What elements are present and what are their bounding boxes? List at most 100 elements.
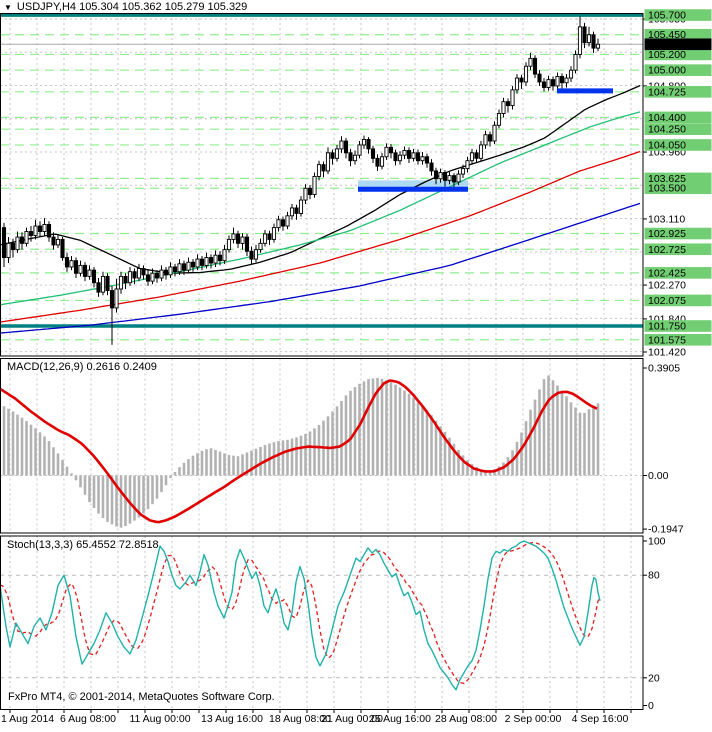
stoch-scale-label: 0 — [648, 700, 654, 712]
candle-body — [15, 236, 20, 251]
stoch-scale-label: 80 — [648, 570, 660, 582]
green-level-label-bg — [644, 294, 712, 307]
green-level-label-bg — [644, 267, 712, 279]
candle-body — [159, 269, 164, 279]
candle-body — [501, 101, 506, 114]
green-level-label-bg — [644, 227, 712, 240]
candle-body — [222, 249, 227, 262]
candle-body — [118, 275, 124, 290]
candle-body — [510, 89, 515, 107]
candle-body — [325, 152, 331, 172]
candle-body — [249, 250, 254, 260]
green-level-label: 103.500 — [648, 183, 686, 195]
candle-body — [226, 238, 232, 251]
candle-body — [172, 266, 178, 273]
macd-scale-label: 0.00 — [648, 470, 669, 482]
candle-body — [213, 254, 218, 264]
candle-body — [51, 236, 56, 246]
candle-body — [298, 199, 304, 214]
green-level-label-bg — [644, 139, 712, 151]
green-level-label-bg — [644, 320, 712, 332]
macd-plot[interactable] — [0, 375, 643, 528]
candle-body — [582, 26, 587, 44]
candle-body — [456, 173, 461, 183]
green-level-label: 102.425 — [648, 267, 686, 279]
candle-body — [415, 152, 421, 162]
green-level-label: 101.750 — [648, 321, 686, 333]
candle-body — [37, 225, 43, 232]
macd-indicator-label: MACD(12,26,9) 0.2616 0.2409 — [7, 361, 157, 373]
candle-body — [154, 272, 160, 279]
price-scale[interactable]: 105.650104.800103.960103.110102.270101.8… — [643, 9, 712, 712]
green-level-label: 105.450 — [648, 29, 686, 41]
green-level-label: 104.725 — [648, 86, 686, 98]
candle-body — [348, 152, 353, 162]
x-axis-label: 18 Aug 08:00 — [269, 713, 331, 725]
candle-body — [573, 53, 578, 71]
candle-body — [231, 233, 236, 240]
candle-body — [190, 261, 196, 268]
candle-body — [451, 175, 457, 183]
time-scale[interactable]: 1 Aug 2014 6 Aug 08:00 11 Aug 00:00 13 Aug … — [1, 713, 628, 725]
candle-body — [541, 81, 547, 88]
stoch-scale-label: 100 — [648, 536, 666, 548]
candle-body — [568, 69, 574, 79]
candle-body — [262, 233, 268, 244]
candle-body — [537, 73, 542, 83]
candle-body — [177, 263, 182, 273]
green-level-label: 102.925 — [648, 228, 686, 240]
green-level-label-bg — [644, 86, 712, 98]
green-level-label: 102.075 — [648, 295, 686, 307]
candle-body — [492, 124, 497, 142]
candle-body — [271, 227, 277, 240]
candle-body — [82, 264, 88, 277]
ma-red — [0, 150, 641, 323]
candle-body — [46, 224, 52, 238]
candle-body — [195, 258, 200, 268]
macd-signal-line — [0, 379, 598, 524]
candle-body — [546, 79, 551, 88]
candle-body — [109, 290, 115, 309]
chart-dropdown-icon[interactable]: ▼ — [4, 2, 12, 12]
candle-body — [204, 257, 209, 266]
candle-body — [564, 77, 569, 84]
candle-body — [87, 269, 92, 277]
candle-body — [528, 57, 533, 67]
support-zone[interactable] — [358, 180, 468, 188]
stoch-plot[interactable] — [0, 540, 643, 691]
candle-body — [330, 152, 335, 159]
green-level-label: 104.050 — [648, 139, 686, 151]
candle-body — [595, 43, 601, 49]
candle-body — [478, 144, 484, 159]
stoch-k-line — [0, 540, 601, 691]
candle-body — [555, 76, 560, 87]
green-level-label: 102.725 — [648, 244, 686, 256]
green-level-label: 104.400 — [648, 112, 686, 124]
candle-body — [420, 156, 425, 162]
chart-title: USDJPY,H4 105.304 105.362 105.279 105.32… — [16, 1, 248, 13]
x-axis-label: 28 Aug 08:00 — [435, 713, 497, 725]
candle-body — [78, 264, 83, 274]
green-level-label-bg — [644, 9, 712, 21]
candle-body — [24, 231, 29, 244]
candle-body — [244, 236, 250, 252]
candle-body — [28, 231, 34, 236]
candle-body — [276, 219, 281, 229]
candle-body — [474, 152, 479, 159]
candle-body — [514, 77, 520, 91]
current-price-label-bg — [644, 38, 712, 51]
main-chart-plot[interactable] — [0, 13, 643, 353]
ma-blue — [0, 202, 641, 334]
candle-body — [469, 152, 475, 162]
price-scale-label: 101.420 — [648, 346, 686, 358]
candle-body — [402, 150, 407, 156]
candle-body — [393, 152, 398, 162]
candle-body — [375, 157, 380, 167]
candle-body — [10, 242, 16, 251]
x-axis-label: 21 Aug 00:00 — [321, 713, 383, 725]
candle-body — [258, 242, 263, 251]
candle-body — [285, 215, 290, 227]
green-level-label-bg — [644, 48, 712, 61]
